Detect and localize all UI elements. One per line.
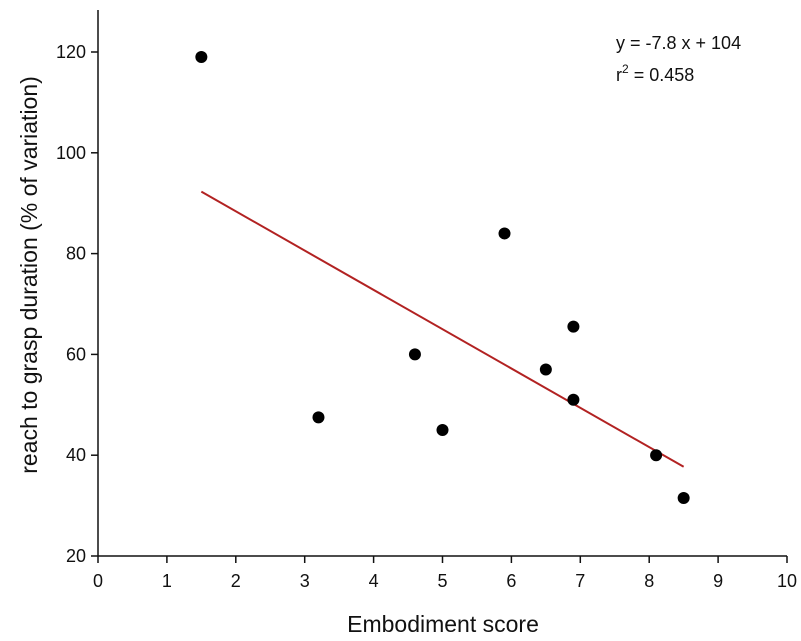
y-tick-label: 120 — [56, 42, 86, 62]
data-point — [650, 449, 663, 462]
r-squared-label: r2 = 0.458 — [616, 62, 694, 85]
x-tick-label: 8 — [644, 571, 654, 591]
x-tick-label: 2 — [231, 571, 241, 591]
x-tick-label: 6 — [506, 571, 516, 591]
data-point — [312, 411, 325, 424]
r-squared-superscript: 2 — [622, 62, 629, 76]
y-tick-label: 80 — [66, 244, 86, 264]
equation-label: y = -7.8 x + 104 — [616, 33, 741, 53]
y-axis-title: reach to grasp duration (% of variation) — [16, 76, 42, 474]
data-point — [677, 492, 690, 505]
r-squared-prefix: r — [616, 65, 622, 85]
data-point — [436, 424, 449, 436]
data-point — [567, 320, 580, 333]
x-tick-label: 0 — [93, 571, 103, 591]
x-axis-title: Embodiment score — [347, 611, 539, 637]
data-point — [539, 363, 552, 376]
axes: 0 1 2 3 4 5 6 7 8 9 10 20 40 60 80 100 120 — [56, 10, 797, 591]
y-tick-label: 40 — [66, 445, 86, 465]
y-tick-label: 100 — [56, 143, 86, 163]
x-tick-label: 9 — [713, 571, 723, 591]
x-tick-label: 5 — [437, 571, 447, 591]
r-squared-value: = 0.458 — [629, 65, 695, 85]
data-point — [195, 51, 208, 64]
x-tick-label: 4 — [369, 571, 379, 591]
data-points — [195, 51, 690, 505]
data-point — [567, 393, 580, 406]
x-tick-label: 1 — [162, 571, 172, 591]
y-tick-label: 20 — [66, 546, 86, 566]
x-tick-label: 10 — [777, 571, 797, 591]
x-tick-label: 3 — [300, 571, 310, 591]
regression-line — [200, 190, 685, 468]
y-tick-label: 60 — [66, 344, 86, 364]
data-point — [408, 348, 421, 361]
regression-line-group — [200, 190, 685, 468]
x-tick-label: 7 — [575, 571, 585, 591]
data-point — [498, 227, 511, 240]
